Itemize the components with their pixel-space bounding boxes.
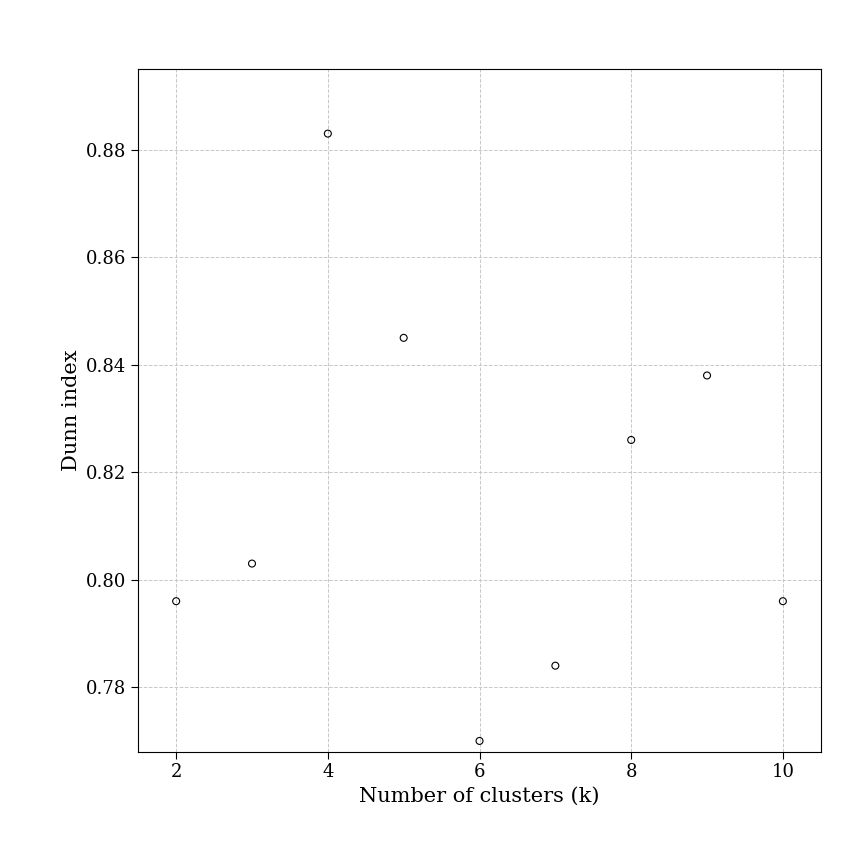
Point: [245, 556, 259, 570]
Y-axis label: Dunn index: Dunn index: [61, 350, 80, 471]
Point: [169, 594, 183, 608]
Point: [700, 369, 714, 383]
Point: [397, 331, 410, 345]
Point: [625, 433, 638, 447]
Point: [549, 658, 562, 672]
Point: [776, 594, 790, 608]
Point: [321, 127, 334, 141]
Point: [473, 734, 486, 748]
X-axis label: Number of clusters (k): Number of clusters (k): [359, 787, 600, 806]
